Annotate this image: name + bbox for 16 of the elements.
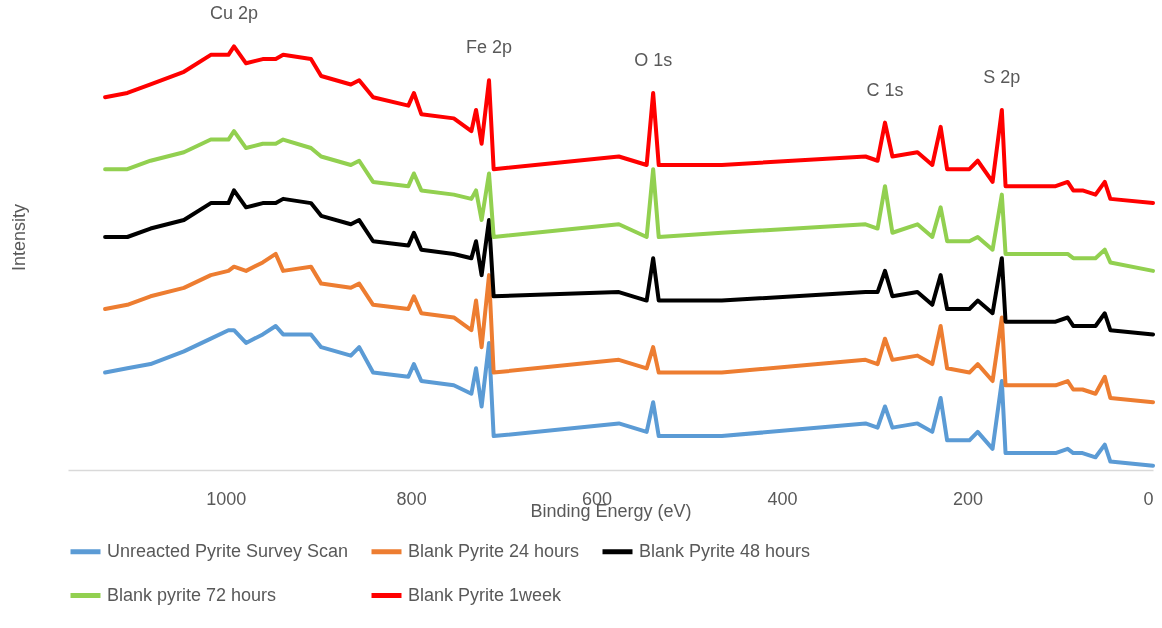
legend-label: Blank Pyrite 48 hours — [639, 540, 811, 561]
annotation: S 2p — [983, 66, 1021, 87]
legend-label: Blank Pyrite 24 hours — [408, 540, 580, 561]
x-tick-label: 0 — [1143, 488, 1154, 509]
legend-label: Blank pyrite 72 hours — [107, 584, 277, 605]
legend-label: Unreacted Pyrite Survey Scan — [107, 540, 349, 561]
annotation: Fe 2p — [466, 37, 513, 58]
annotation: O 1s — [634, 49, 673, 70]
x-tick-label: 400 — [767, 488, 798, 509]
x-tick-label: 200 — [953, 488, 984, 509]
annotation: C 1s — [866, 79, 904, 100]
annotation: Cu 2p — [209, 3, 259, 24]
legend-label: Blank Pyrite 1week — [408, 584, 563, 605]
y-axis-title: Intensity — [8, 203, 29, 272]
x-tick-label: 800 — [396, 488, 427, 509]
x-tick-label: 1000 — [206, 488, 247, 509]
